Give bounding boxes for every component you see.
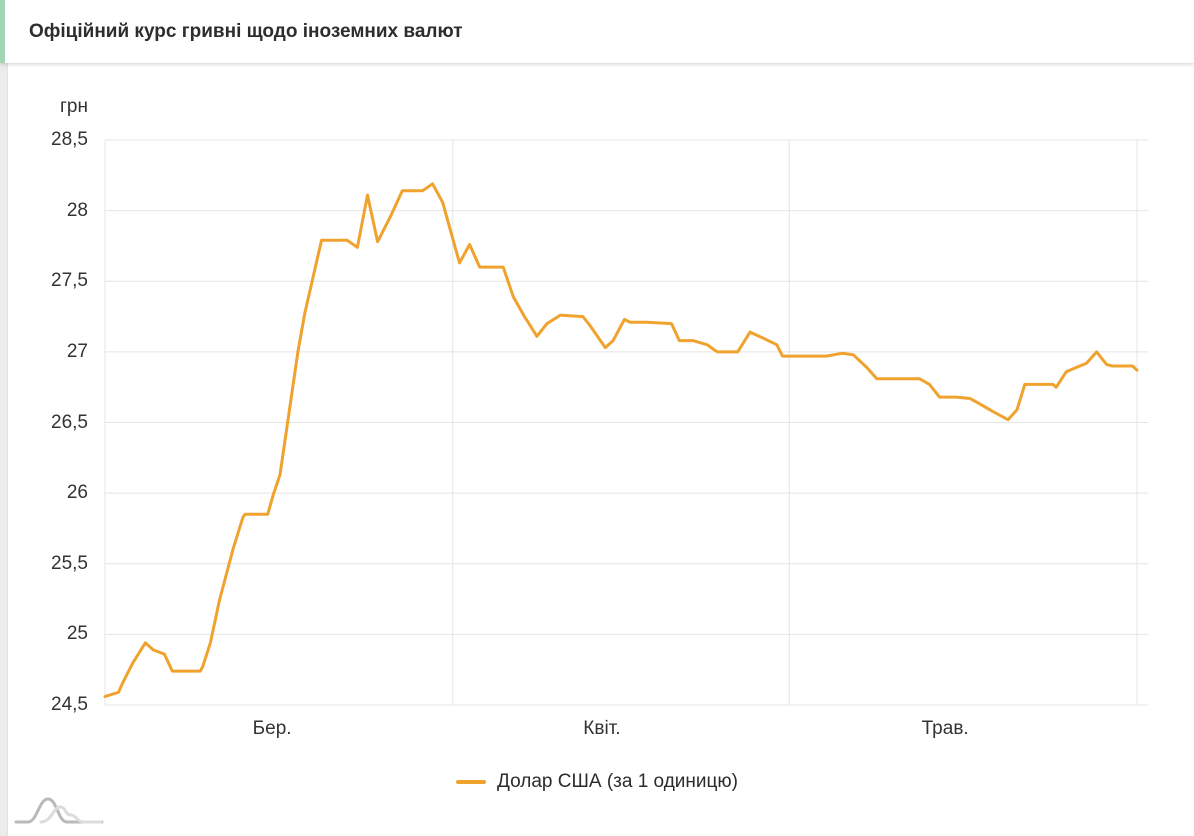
chart-legend: Долар США (за 1 одиницю): [0, 768, 1194, 796]
y-tick-label: 27,5: [51, 270, 88, 292]
y-tick-label: 26: [66, 482, 88, 504]
y-axis-title: грн: [60, 96, 88, 117]
y-tick-label: 28: [66, 199, 88, 221]
series-line-usd[interactable]: [103, 182, 1139, 698]
page-background-strip: [0, 63, 8, 836]
x-tick-label: Бер.: [252, 718, 292, 739]
y-tick-label: 26,5: [51, 411, 88, 433]
y-tick-label: 25,5: [51, 552, 88, 574]
x-tick-label: Квіт.: [583, 718, 621, 739]
page-title: Офіційний курс гривні щодо іноземних вал…: [29, 21, 463, 42]
x-tick-label: Трав.: [921, 718, 969, 739]
y-tick-label: 24,5: [51, 694, 88, 715]
y-tick-label: 28,5: [51, 129, 88, 150]
amcharts-logo-icon[interactable]: [13, 786, 105, 836]
y-tick-label: 27: [66, 340, 88, 362]
legend-line-swatch: [456, 780, 487, 784]
panel-header: Офіційний курс гривні щодо іноземних вал…: [0, 0, 1194, 63]
y-tick-label: 25: [66, 623, 88, 645]
legend-item-usd[interactable]: Долар США (за 1 одиницю): [497, 771, 738, 792]
